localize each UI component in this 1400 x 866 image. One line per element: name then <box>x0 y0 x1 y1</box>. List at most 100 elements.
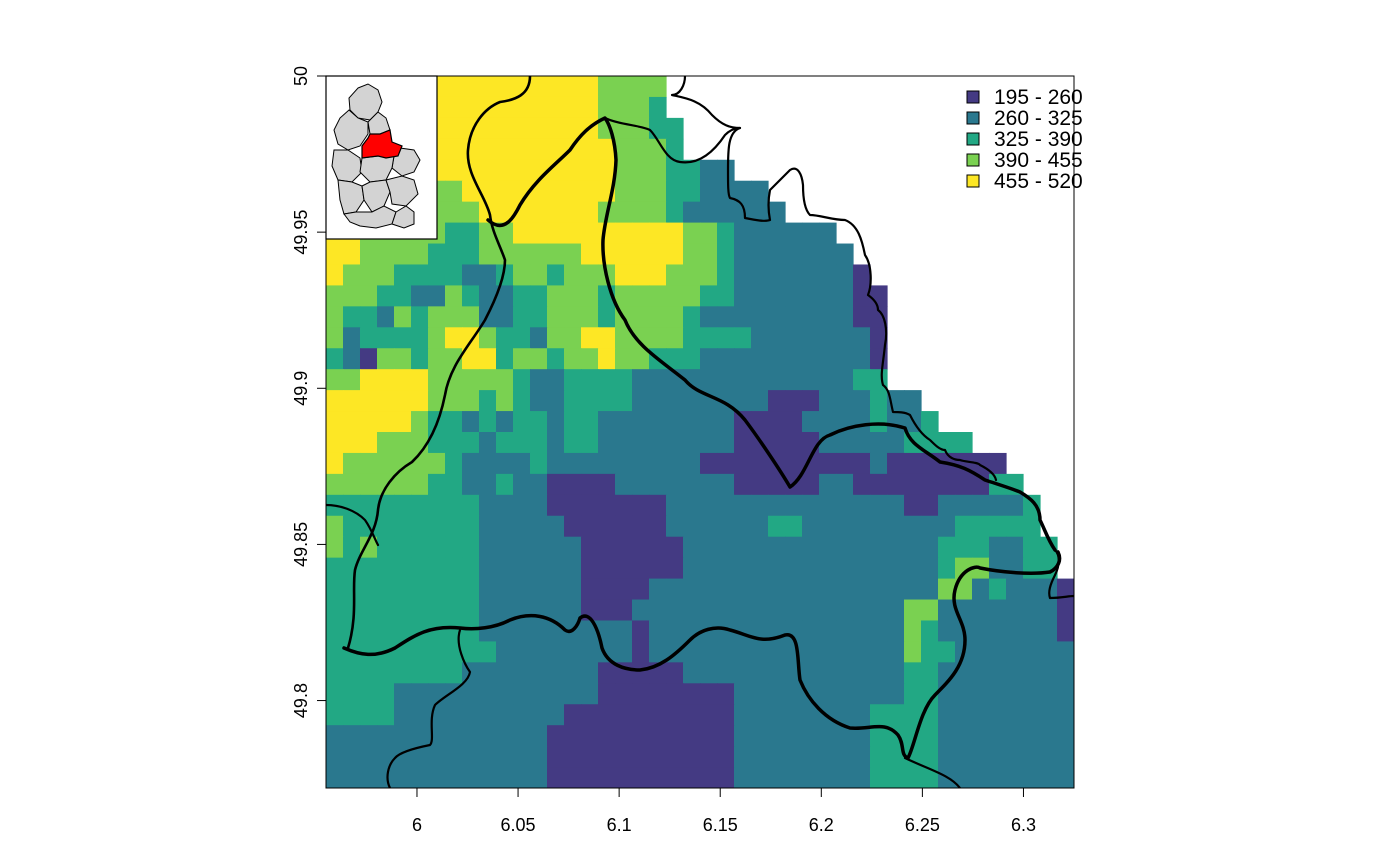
raster-cell <box>547 138 565 161</box>
raster-cell <box>666 306 684 328</box>
raster-cell <box>717 348 735 370</box>
raster-cell <box>785 432 803 454</box>
raster-cell <box>445 369 463 391</box>
raster-cell <box>496 704 514 726</box>
raster-cell <box>717 452 735 475</box>
raster-cell <box>343 515 361 538</box>
x-tick-label: 6.2 <box>809 815 834 835</box>
raster-cell <box>853 578 871 601</box>
raster-cell <box>649 515 667 538</box>
raster-cell <box>411 369 429 391</box>
raster-cell <box>513 641 531 663</box>
raster-cell <box>530 243 548 266</box>
raster-cell <box>785 348 803 370</box>
raster-cell <box>377 411 395 433</box>
raster-cell <box>632 767 650 788</box>
raster-cell <box>513 285 531 307</box>
raster-cell <box>734 327 752 349</box>
raster-cell <box>462 599 480 622</box>
raster-cell <box>1023 557 1041 580</box>
raster-cell <box>496 76 514 98</box>
raster-cell <box>615 515 633 538</box>
raster-cell <box>785 599 803 622</box>
raster-cell <box>921 725 939 747</box>
raster-cell <box>819 683 837 705</box>
raster-cell <box>513 327 531 349</box>
raster-cell <box>377 432 395 454</box>
raster-cell <box>479 557 497 580</box>
raster-cell <box>496 578 514 601</box>
raster-cell <box>547 683 565 705</box>
raster-cell <box>1023 620 1041 643</box>
raster-cell <box>1023 641 1041 663</box>
raster-cell <box>445 725 463 747</box>
boundary-line-ridge <box>486 116 1057 552</box>
raster-cell <box>343 746 361 768</box>
raster-cell <box>649 641 667 663</box>
raster-cell <box>683 348 701 370</box>
raster-cell <box>972 767 990 788</box>
raster-cell <box>615 285 633 307</box>
raster-cell <box>598 76 616 98</box>
raster-cell <box>564 348 582 370</box>
raster-cell <box>445 243 463 266</box>
raster-cell <box>581 264 599 287</box>
raster-cell <box>581 473 599 496</box>
raster-cell <box>479 264 497 287</box>
x-axis: 6 6.05 6.1 6.15 6.2 6.25 6.3 <box>409 787 1036 835</box>
raster-cell <box>751 285 769 307</box>
raster-cell <box>751 599 769 622</box>
raster-cell <box>700 411 718 433</box>
raster-cell <box>530 201 548 224</box>
raster-cell <box>734 704 752 726</box>
raster-cell <box>462 725 480 747</box>
raster-cell <box>530 264 548 287</box>
raster-cell <box>989 536 1007 559</box>
raster-cell <box>598 243 616 266</box>
raster-cell <box>496 473 514 496</box>
raster-cell <box>955 432 973 454</box>
raster-cell <box>496 306 514 328</box>
raster-cell <box>768 578 786 601</box>
raster-cell <box>343 683 361 705</box>
raster-cell <box>802 599 820 622</box>
raster-cell <box>819 452 837 475</box>
raster-cell <box>360 725 378 747</box>
raster-cell <box>921 578 939 601</box>
raster-cell <box>547 767 565 788</box>
raster-cell <box>411 473 429 496</box>
raster-cell <box>666 285 684 307</box>
raster-cell <box>564 767 582 788</box>
raster-cell <box>802 285 820 307</box>
raster-cell <box>1023 494 1041 517</box>
raster-cell <box>649 159 667 182</box>
raster-cell <box>547 746 565 768</box>
raster-cell <box>700 725 718 747</box>
raster-cell <box>904 494 922 517</box>
raster-cell <box>394 557 412 580</box>
raster-cell <box>530 620 548 643</box>
raster-cell <box>853 662 871 684</box>
raster-cell <box>717 159 735 182</box>
raster-cell <box>666 327 684 349</box>
raster-cell <box>343 348 361 370</box>
raster-cell <box>445 452 463 475</box>
raster-cell <box>768 222 786 245</box>
raster-cell <box>904 473 922 496</box>
raster-cell <box>683 704 701 726</box>
raster-cell <box>802 432 820 454</box>
raster-cell <box>870 641 888 663</box>
raster-cell <box>887 662 905 684</box>
raster-cell <box>479 620 497 643</box>
raster-cell <box>666 473 684 496</box>
raster-cell <box>734 306 752 328</box>
raster-cell <box>717 201 735 224</box>
raster-cell <box>564 746 582 768</box>
raster-cell <box>428 369 446 391</box>
raster-cell <box>1057 578 1074 601</box>
raster-cell <box>785 411 803 433</box>
raster-cell <box>751 306 769 328</box>
raster-cell <box>513 159 531 182</box>
raster-cell <box>870 767 888 788</box>
raster-cell <box>343 264 361 287</box>
